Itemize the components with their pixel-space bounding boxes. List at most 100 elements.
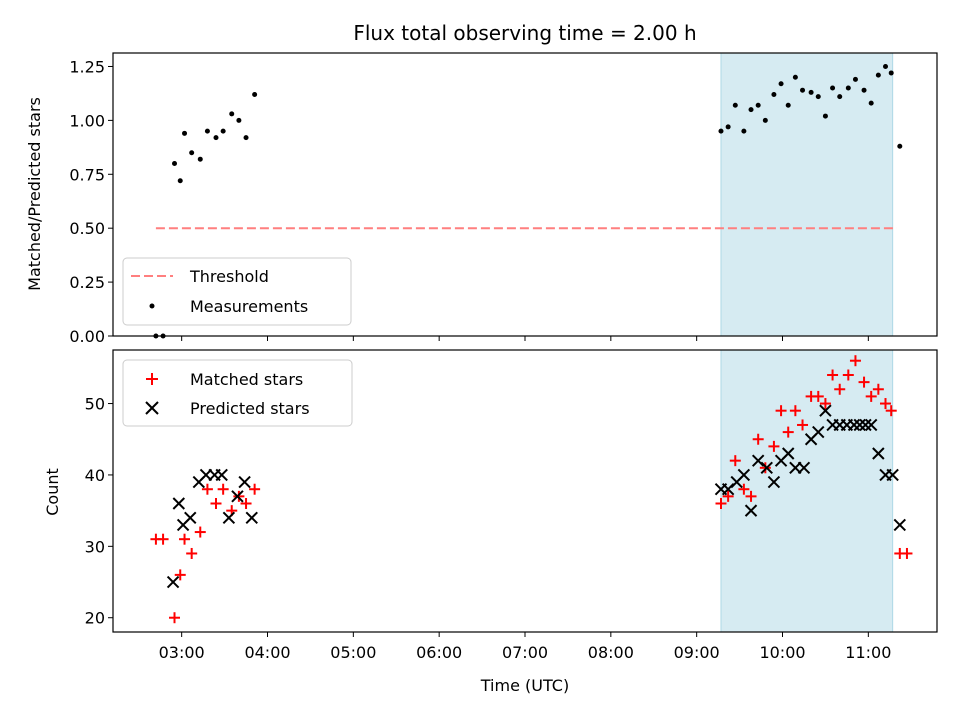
bottom-y-axis-label: Count	[43, 468, 62, 516]
legend-predicted-swatch	[145, 401, 159, 415]
measurement-point	[762, 117, 768, 123]
predicted-star-point	[782, 447, 795, 460]
legend-matched-label: Matched stars	[190, 370, 303, 389]
predicted-star-point	[215, 468, 228, 482]
matched-star-point	[715, 497, 727, 509]
matched-star-point	[217, 483, 229, 495]
measurements-series	[153, 63, 903, 339]
matched-star-point	[842, 369, 854, 381]
predicted-star-point	[797, 461, 811, 475]
measurement-point	[732, 102, 738, 108]
legend-threshold-label: Threshold	[189, 267, 269, 286]
measurement-point	[808, 89, 814, 95]
matched-star-point	[901, 547, 913, 559]
predicted-star-point	[893, 518, 907, 532]
top-ytick-label: 1.00	[69, 111, 105, 130]
bottom-ytick-label: 30	[85, 537, 105, 556]
measurement-point	[243, 135, 249, 141]
predicted-star-point	[751, 454, 765, 467]
bottom-xtick-label: 11:00	[845, 643, 891, 662]
measurement-point	[755, 102, 761, 108]
matched-star-point	[745, 490, 757, 502]
matched-star-point	[240, 497, 252, 509]
bottom-ytick-label: 20	[85, 609, 105, 628]
measurement-point	[748, 107, 754, 113]
measurement-point	[845, 85, 851, 91]
matched-star-point	[752, 433, 764, 445]
matched-star-point	[849, 355, 861, 367]
measurement-point	[189, 150, 195, 156]
measurement-point	[830, 85, 836, 91]
legend-matched-swatch	[146, 373, 158, 385]
top-legend: Threshold Measurements	[122, 257, 352, 326]
measurement-point	[785, 102, 791, 108]
matched-star-point	[865, 390, 877, 402]
bottom-ytick-label: 50	[85, 395, 105, 414]
measurement-point	[888, 70, 894, 76]
predicted-star-point	[184, 511, 197, 524]
predicted-star-point	[737, 468, 751, 482]
measurement-point	[883, 63, 888, 69]
measurement-point	[741, 128, 747, 134]
matched-star-point	[233, 490, 245, 502]
predicted-star-point	[767, 475, 781, 489]
predicted-star-point	[872, 447, 885, 460]
matched-star-point	[194, 526, 206, 538]
measurement-point	[837, 94, 843, 100]
measurement-point	[815, 94, 821, 100]
top-ytick-label: 0.50	[69, 219, 105, 238]
top-y-axis-label: Matched/Predicted stars	[25, 97, 44, 291]
matched-star-point	[157, 533, 169, 545]
bottom-legend-box	[122, 359, 353, 427]
measurement-point	[252, 92, 258, 98]
matched-star-point	[880, 398, 891, 410]
matched-star-point	[797, 419, 809, 431]
top-legend-box	[122, 257, 352, 326]
measurement-point	[897, 143, 903, 149]
measurement-point	[182, 130, 188, 136]
measurement-point	[778, 81, 784, 87]
predicted-star-point	[721, 483, 735, 496]
predicted-star-point	[238, 475, 251, 489]
bottom-x-axis-ticks: 03:00 04:00 05:00 06:00 07:00 08:00 09:00 10:00…	[159, 632, 891, 662]
predicted-star-point	[760, 461, 773, 475]
predicted-star-point	[853, 418, 866, 432]
measurement-point	[236, 117, 242, 123]
predicted-star-point	[166, 575, 180, 589]
measurement-point	[800, 87, 806, 93]
matched-star-point	[834, 383, 846, 395]
legend-predicted-label: Predicted stars	[190, 399, 310, 418]
bottom-xtick-label: 05:00	[330, 643, 376, 662]
bottom-legend: Matched stars Predicted stars	[122, 359, 353, 427]
predicted-star-point	[864, 418, 878, 432]
measurement-point	[204, 128, 210, 134]
matched-star-point	[210, 497, 222, 509]
matched-star-point	[789, 405, 801, 417]
top-observing-window-shade	[720, 52, 894, 337]
chart-title: Flux total observing time = 2.00 h	[353, 21, 696, 45]
matched-star-point	[768, 440, 780, 452]
measurement-point	[861, 87, 867, 93]
matched-star-point	[782, 426, 794, 438]
measurement-point	[213, 135, 219, 141]
top-plot-panel: 0.00 0.25 0.50 0.75 1.00 1.25	[69, 52, 938, 346]
matched-star-point	[827, 369, 839, 381]
bottom-xtick-label: 08:00	[588, 643, 634, 662]
matched-star-point	[186, 547, 198, 559]
top-ytick-label: 0.75	[69, 165, 105, 184]
matched-star-point	[249, 483, 261, 495]
matched-star-point	[812, 390, 824, 402]
predicted-star-point	[812, 425, 825, 439]
measurement-point	[868, 100, 874, 106]
matched-star-point	[174, 569, 186, 581]
predicted-star-point	[859, 418, 872, 432]
x-axis-label: Time (UTC)	[480, 676, 569, 695]
measurement-point	[725, 124, 731, 130]
predicted-star-point	[231, 490, 244, 503]
matched-star-point	[819, 398, 831, 410]
bottom-observing-window-shade	[720, 349, 894, 633]
bottom-xtick-label: 10:00	[759, 643, 805, 662]
measurement-point	[792, 74, 798, 80]
matched-star-point	[872, 383, 884, 395]
